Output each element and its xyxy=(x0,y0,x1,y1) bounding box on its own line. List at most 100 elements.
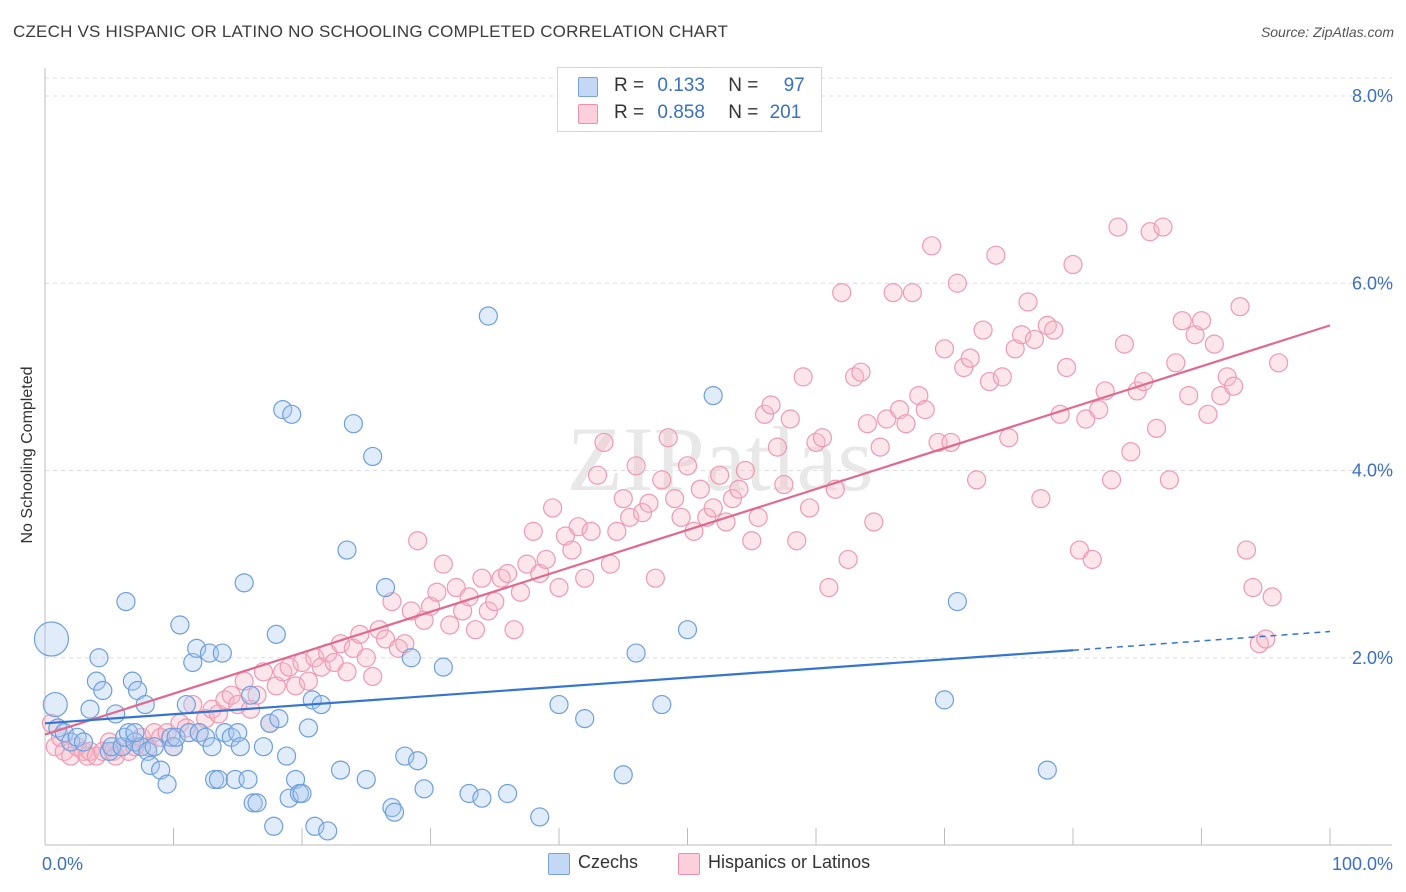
hispanic-point xyxy=(1262,587,1282,607)
hispanic-point xyxy=(600,554,621,574)
czech-point xyxy=(934,690,955,710)
hispanic-point xyxy=(485,591,505,612)
hispanic-point xyxy=(1146,418,1167,438)
czech-point xyxy=(498,783,518,804)
hispanic-point xyxy=(774,474,794,495)
hispanic-point xyxy=(594,432,614,453)
hispanic-point xyxy=(1198,404,1218,424)
hispanic-point xyxy=(446,577,466,598)
czech-point xyxy=(151,760,171,780)
czech-point xyxy=(89,648,109,668)
hispanic-point xyxy=(754,404,775,424)
hispanic-point xyxy=(478,601,498,621)
hispanic-point xyxy=(440,615,460,635)
x-tick-labels: 0.0% 100.0% xyxy=(42,854,1393,874)
hispanic-point xyxy=(1166,353,1186,373)
czech-point xyxy=(279,788,299,808)
hispanic-point xyxy=(1076,409,1096,429)
czech-point xyxy=(414,779,434,799)
hispanic-point xyxy=(690,479,710,499)
hispanic-point xyxy=(247,685,267,705)
hispanic-point xyxy=(729,479,749,499)
czech-point xyxy=(292,783,312,804)
hispanic-point xyxy=(665,488,685,509)
czech-point xyxy=(42,691,68,718)
watermark: ZIPatlas xyxy=(567,408,874,510)
czech-point xyxy=(187,638,207,658)
czech-point xyxy=(122,671,142,691)
czech-point xyxy=(575,709,595,729)
hispanic-point xyxy=(472,568,492,588)
legend-r-value: 0.858 xyxy=(657,102,705,123)
czech-point xyxy=(626,643,646,663)
czech-point xyxy=(202,737,222,757)
legend: R = 0.133 N = 97 R = 0.858 N = 201 xyxy=(557,67,822,132)
hispanic-point xyxy=(1153,217,1173,237)
hispanic-point xyxy=(542,498,563,518)
czech-point xyxy=(212,643,232,663)
hispanic-point xyxy=(1031,488,1051,509)
czech-point xyxy=(260,713,280,733)
czech-point xyxy=(282,404,302,424)
hispanic-point xyxy=(793,367,813,387)
legend-r-value: 0.133 xyxy=(657,75,705,96)
hispanic-point xyxy=(767,437,788,457)
hispanic-point xyxy=(1268,353,1289,373)
czech-point xyxy=(459,783,479,804)
legend-n-value: 97 xyxy=(783,75,805,96)
czech-point xyxy=(266,624,286,644)
hispanic-point xyxy=(523,521,543,541)
hispanic-point xyxy=(1069,540,1090,560)
czech-trend-line xyxy=(44,649,1074,725)
legend-r-label: R = xyxy=(614,102,645,123)
hispanic-trend-line xyxy=(44,324,1331,736)
hispanic-point xyxy=(369,620,389,640)
hispanic-point xyxy=(1140,222,1160,242)
hispanic-point xyxy=(427,582,447,602)
czech-trend-extension xyxy=(1072,630,1331,652)
hispanic-point xyxy=(857,414,878,434)
hispanic-point xyxy=(196,709,216,729)
hispanic-point xyxy=(1044,320,1064,340)
hispanic-point xyxy=(1211,386,1231,406)
hispanic-point xyxy=(761,395,781,415)
legend-r-label: R = xyxy=(614,75,645,96)
hispanic-point xyxy=(279,657,299,677)
hispanic-point xyxy=(722,488,743,509)
czech-point xyxy=(375,577,396,598)
hispanic-point xyxy=(1121,442,1141,462)
hispanic-point xyxy=(575,568,595,588)
hispanic-point xyxy=(1224,376,1244,396)
hispanic-point xyxy=(61,746,81,766)
czech-point xyxy=(140,755,160,776)
x-tick-label-min: 0.0% xyxy=(42,854,83,874)
chart-title: CZECH VS HISPANIC OR LATINO NO SCHOOLING… xyxy=(13,22,729,41)
hispanic-point xyxy=(1089,400,1109,420)
czech-point xyxy=(549,694,569,715)
hispanic-point xyxy=(1159,470,1179,490)
czech-point xyxy=(395,746,415,766)
hispanic-point xyxy=(562,540,582,560)
hispanic-point xyxy=(934,339,955,359)
hispanic-point xyxy=(408,531,428,551)
hispanic-point xyxy=(986,245,1006,265)
czech-point xyxy=(472,788,492,808)
hispanic-point xyxy=(1204,334,1224,354)
czech-point xyxy=(677,620,698,640)
hispanic-point xyxy=(851,362,871,382)
hispanic-point xyxy=(395,634,415,654)
hispanic-point xyxy=(632,503,653,523)
hispanic-point xyxy=(954,357,974,378)
czech-point xyxy=(264,816,284,836)
hispanic-point xyxy=(864,512,884,532)
czech-point xyxy=(80,699,100,719)
hispanic-point xyxy=(1005,339,1025,359)
czech-point xyxy=(86,671,107,691)
hispanic-point xyxy=(1056,357,1077,378)
hispanic-point xyxy=(947,273,967,293)
y-tick-labels: 2.0% 4.0% 6.0% 8.0% xyxy=(1352,86,1393,668)
gridlines xyxy=(45,77,1392,659)
hispanic-point xyxy=(1172,311,1192,331)
hispanic-point xyxy=(587,465,608,485)
hispanic-point xyxy=(960,348,980,368)
